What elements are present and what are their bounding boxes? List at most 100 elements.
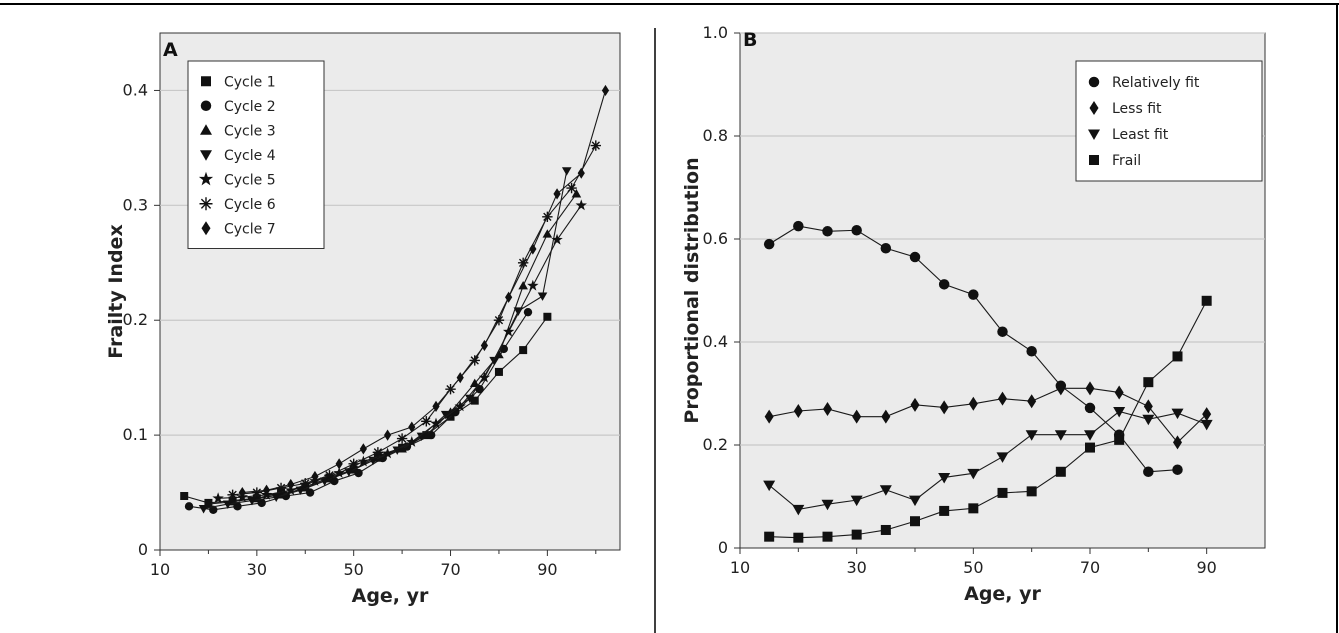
panel-a-data-point (505, 291, 513, 303)
panel-a-legend-marker (200, 150, 212, 161)
panel-b-data-point (1142, 414, 1155, 426)
panel-a-legend-label: Cycle 5 (224, 172, 276, 188)
panel-b-data-point (939, 505, 950, 516)
panel-b-xtick-label: 10 (730, 558, 750, 577)
panel-a-xlabel: Age, yr (352, 585, 429, 607)
panel-b-data-point (822, 226, 833, 237)
panel-a-legend-marker (200, 100, 212, 111)
panel-a-data-point (383, 429, 392, 441)
panel-a-data-point (542, 229, 553, 238)
panel-b-data-point (1113, 407, 1126, 418)
panel-a-data-point (430, 417, 442, 429)
panel-a-ytick-label: 0.4 (123, 80, 148, 99)
panel-b-legend-marker (1088, 129, 1100, 140)
panel-a-ylabel: Frailty Index (105, 224, 127, 358)
panel-a-data-point (456, 372, 464, 384)
panel-a-series-line-cycle-7 (242, 90, 606, 494)
panel-a-legend-label: Cycle 1 (224, 74, 276, 90)
panel-b-data-point (851, 224, 862, 236)
panel-a-ytick-label: 0 (138, 540, 148, 559)
panel-b-letter: B (743, 29, 757, 51)
panel-a-chart: 0 0.1 0.2 0.3 0.4 10 30 50 70 90 Age, yr Frailty In… (105, 32, 621, 607)
panel-b-legend-label: Relatively fit (1112, 75, 1200, 91)
panel-b-data-point (968, 503, 979, 514)
panel-b-ytick-label: 0 (718, 538, 728, 557)
panel-b-data-point (792, 504, 805, 516)
panel-a-xtick-label: 10 (150, 560, 170, 579)
panel-a-data-point (319, 477, 330, 486)
panel-a-data-point (575, 199, 587, 211)
panel-a-data-point (212, 492, 224, 504)
panel-b-ytick-label: 1.0 (703, 23, 728, 42)
panel-b-data-point (793, 404, 803, 419)
panel-a-data-point (271, 493, 282, 502)
panel-a-xtick-label: 30 (247, 560, 267, 579)
panel-a-data-point (517, 257, 529, 268)
panel-b-data-point (1085, 442, 1095, 453)
panel-b-data-point (1202, 407, 1212, 422)
panel-b-legend-marker (1088, 76, 1100, 88)
panel-a-legend-label: Cycle 2 (224, 99, 276, 115)
panel-a-legend-marker (200, 124, 212, 135)
panel-a-legend-label: Cycle 7 (224, 221, 276, 237)
panel-a-data-point (601, 84, 610, 97)
panel-a-data-point (392, 446, 403, 455)
panel-b-data-point (909, 251, 921, 263)
panel-b-data-point (822, 531, 833, 542)
panel-b-xtick-label: 70 (1080, 558, 1100, 577)
panel-b-data-point (997, 326, 1008, 337)
panel-b-data-point (851, 529, 862, 540)
panel-a-data-point (577, 167, 585, 179)
panel-a-data-point (372, 447, 384, 458)
panel-b-data-point (763, 480, 776, 492)
panel-a-data-point (494, 367, 503, 376)
panel-b-xlabel: Age, yr (964, 583, 1041, 605)
panel-b-data-point (1026, 486, 1037, 497)
panel-a-ytick-label: 0.3 (123, 195, 148, 214)
panel-b-data-point (1054, 430, 1067, 441)
panel-a-data-point (519, 346, 528, 355)
panel-b-data-point (879, 485, 892, 496)
panel-b-data-point (1114, 434, 1125, 445)
panel-a-data-point (527, 279, 539, 291)
panel-b-data-point (881, 409, 891, 424)
panel-b-data-point (1172, 351, 1183, 362)
panel-a-letter: A (163, 39, 178, 61)
panel-a-data-point (275, 482, 287, 494)
panel-a-data-point (227, 489, 238, 501)
panel-b-legend-label: Least fit (1112, 127, 1169, 143)
panel-a-data-point (335, 458, 343, 470)
panel-b-chart: 0 0.2 0.4 0.6 0.8 1.0 10 30 50 70 90 Age, yr Proport… (681, 23, 1266, 605)
panel-a-data-point (518, 280, 528, 290)
panel-a-data-point (478, 371, 491, 383)
panel-b-data-point (998, 391, 1007, 406)
panel-b-data-point (793, 532, 804, 543)
panel-b-data-point (1143, 466, 1154, 478)
panel-a-series-line-cycle-5 (218, 205, 582, 499)
panel-b-data-point (1173, 435, 1182, 450)
panel-b-data-point (764, 531, 775, 542)
panel-b-data-point (821, 499, 834, 511)
panel-b-data-point (968, 289, 979, 300)
panel-a-data-point (348, 458, 359, 470)
panel-a-data-point (480, 339, 489, 352)
panel-b-data-point (850, 495, 863, 507)
panel-a-data-point (561, 167, 572, 176)
panel-b-data-point (880, 524, 891, 535)
panel-a-data-point (432, 400, 440, 412)
panel-b-legend-label: Less fit (1112, 101, 1162, 117)
panel-a-data-point (300, 478, 311, 489)
panel-a-legend-label: Cycle 6 (224, 197, 276, 213)
panel-b-ytick-label: 0.6 (703, 229, 728, 248)
panel-a-data-point (344, 468, 354, 477)
panel-a-data-point (571, 189, 582, 198)
panel-a-data-point (416, 432, 427, 442)
panel-b-data-point (1025, 430, 1038, 441)
panel-b-data-point (1084, 430, 1096, 441)
panel-b-series-line-least-fit (768, 410, 1207, 510)
panel-b-data-point (1143, 399, 1153, 414)
panel-b-ytick-label: 0.8 (703, 126, 728, 145)
panel-b-data-point (938, 472, 951, 484)
panel-a-data-point (551, 233, 563, 245)
